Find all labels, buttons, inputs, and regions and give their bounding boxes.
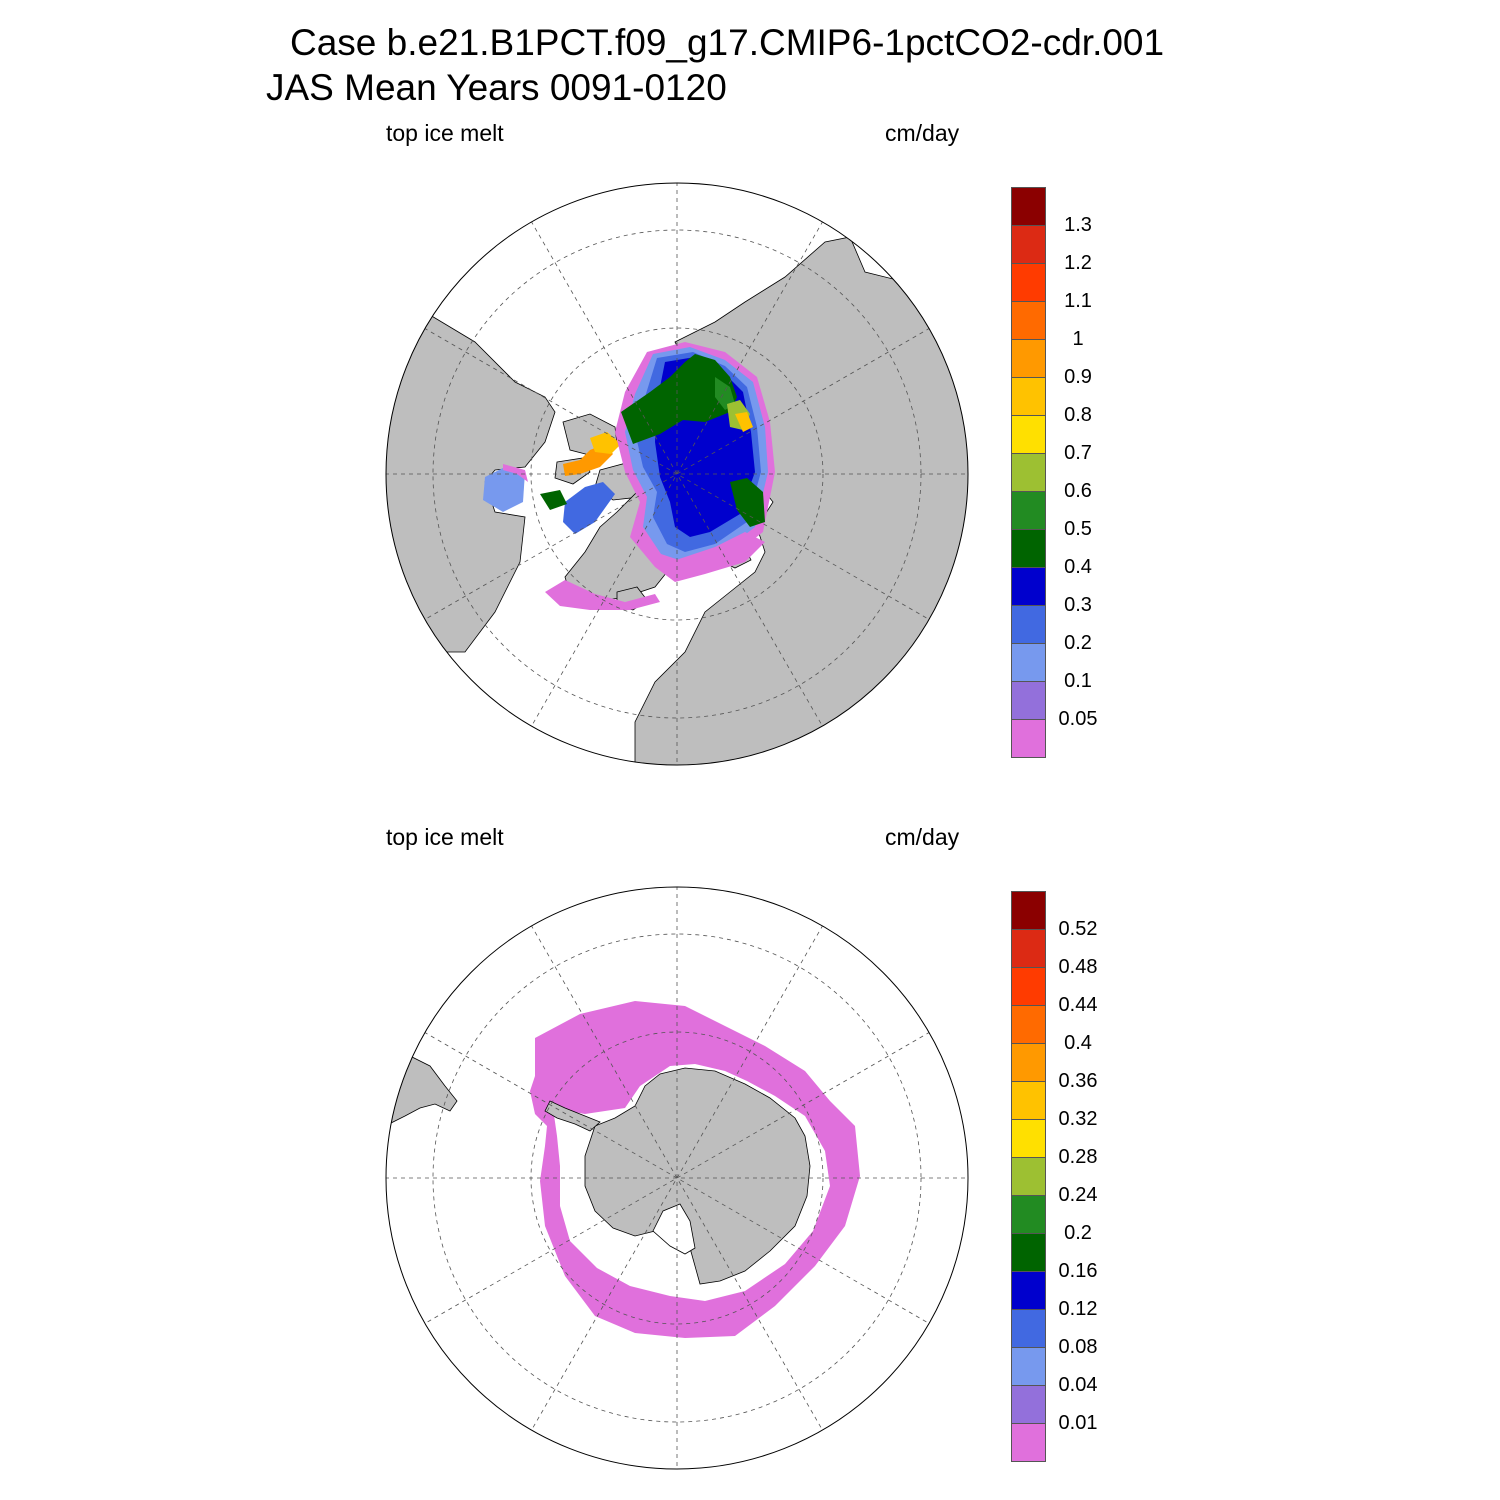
colorbar-north-box [1011,453,1046,492]
colorbar-north-box [1011,681,1046,720]
colorbar-north [1011,187,1046,758]
colorbar-north-label: 0.6 [1064,480,1092,502]
colorbar-south-box [1011,1309,1046,1348]
colorbar-south-box [1011,1271,1046,1310]
colorbar-south-label: 0.52 [1058,918,1098,940]
land-antarctica [584,1067,811,1285]
colorbar-south-box [1011,929,1046,968]
colorbar-north-box [1011,301,1046,340]
colorbar-south-label: 0.24 [1058,1184,1098,1206]
colorbar-north-box [1011,529,1046,568]
ice-baffin [563,482,615,534]
colorbar-north-label: 1 [1072,328,1084,350]
ice-arctic-darkgreen [621,354,737,444]
colorbar-south-box [1011,1347,1046,1386]
land-antarctic-peninsula [544,1100,601,1132]
colorbar-north-label: 0.8 [1064,404,1092,426]
colorbar-south-box [1011,1423,1046,1462]
colorbar-south [1011,891,1046,1462]
ice-arctic-darkgreen-2 [730,478,765,527]
ice-siberia-orange [735,412,753,432]
main-subtitle: JAS Mean Years 0091-0120 [266,67,727,108]
colorbar-south-box [1011,1119,1046,1158]
colorbar-north-box [1011,719,1046,758]
colorbar-south-label: 0.44 [1058,994,1098,1016]
map-boundary [385,182,969,766]
graticule [386,183,968,765]
colorbar-north-label: 0.7 [1064,442,1092,464]
colorbar-north-label: 0.1 [1064,670,1092,692]
colorbar-north-label: 0.9 [1064,366,1092,388]
panel-south-left-label: top ice melt [386,824,504,850]
panel-north-units-label: cm/day [885,120,960,146]
ice-barents-pink [655,532,765,582]
ocean-ross-sea [652,1203,696,1255]
colorbar-north-box [1011,605,1046,644]
colorbar-north-box [1011,263,1046,302]
colorbar-north-box [1011,187,1046,226]
colorbar-north-label: 1.3 [1064,214,1092,236]
map-boundary [385,886,969,1470]
colorbar-north-box [1011,415,1046,454]
colorbar-north-box [1011,491,1046,530]
colorbar-south-box [1011,1195,1046,1234]
ice-hudson-bay [483,467,525,512]
colorbar-south-box [1011,1043,1046,1082]
colorbar-north-label: 0.2 [1064,632,1092,654]
colorbar-north-box [1011,225,1046,264]
colorbar-south-label: 0.08 [1058,1336,1098,1358]
colorbar-north-box [1011,643,1046,682]
colorbar-south-label: 0.28 [1058,1146,1098,1168]
colorbar-south-box [1011,891,1046,930]
colorbar-south-box [1011,1233,1046,1272]
colorbar-south-label: 0.36 [1058,1070,1098,1092]
colorbar-north-box [1011,567,1046,606]
panel-north-left-label: top ice melt [386,120,504,146]
colorbar-north-label: 0.5 [1064,518,1092,540]
colorbar-south-box [1011,1005,1046,1044]
panel-south-units-label: cm/day [885,824,960,850]
ice-canada-green [540,490,567,510]
colorbar-south-label: 0.01 [1058,1412,1098,1434]
colorbar-south-box [1011,967,1046,1006]
colorbar-south-label: 0.16 [1058,1260,1098,1282]
colorbar-south-label: 0.32 [1058,1108,1098,1130]
graticule [386,887,968,1469]
colorbar-south-box [1011,1081,1046,1120]
main-title: Case b.e21.B1PCT.f09_g17.CMIP6-1pctCO2-c… [290,22,1165,63]
south-polar-map [385,886,969,1470]
north-polar-map [385,182,969,766]
colorbar-south-box [1011,1385,1046,1424]
colorbar-north-box [1011,339,1046,378]
colorbar-north-label: 0.4 [1064,556,1092,578]
colorbar-north-label: 1.1 [1064,290,1092,312]
colorbar-north-label: 0.3 [1064,594,1092,616]
ice-siberia-green [715,377,735,410]
colorbar-south-label: 0.48 [1058,956,1098,978]
ice-greenland-pink [545,580,660,610]
colorbar-north-box [1011,377,1046,416]
colorbar-north-label: 0.05 [1058,708,1098,730]
colorbar-north-label: 1.2 [1064,252,1092,274]
colorbar-south-label: 0.12 [1058,1298,1098,1320]
colorbar-south-label: 0.04 [1058,1374,1098,1396]
colorbar-south-label: 0.2 [1064,1222,1092,1244]
ice-hudson-bay-edge [503,464,528,482]
colorbar-south-label: 0.4 [1064,1032,1092,1054]
colorbar-south-box [1011,1157,1046,1196]
